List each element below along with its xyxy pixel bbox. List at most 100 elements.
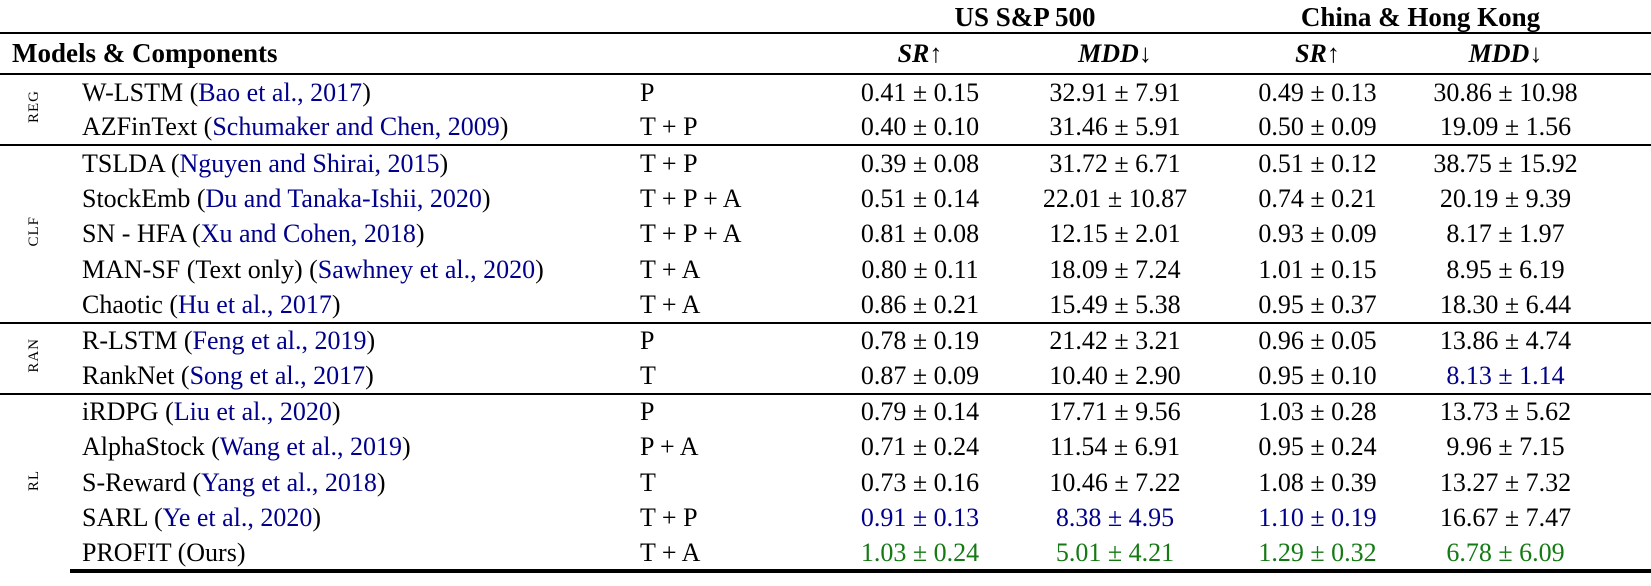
- model-name: W-LSTM (: [82, 77, 199, 107]
- model-name: AlphaStock (: [82, 432, 220, 462]
- us-sr-cell: 0.71 ± 0.24: [860, 432, 980, 462]
- hk-mdd-cell: 8.95 ± 6.19: [1446, 254, 1565, 284]
- market-group-header-row: US S&P 500 China & Hong Kong: [0, 2, 1651, 34]
- hk-mdd-cell: 20.19 ± 9.39: [1439, 183, 1572, 213]
- paren-close: ): [415, 219, 425, 249]
- citation-link[interactable]: Du and Tanaka-Ishii, 2020: [205, 183, 482, 213]
- model-name: RankNet (: [82, 360, 190, 390]
- us-mdd-cell: 15.49 ± 5.38: [1049, 289, 1181, 319]
- components-cell: T + P + A: [640, 183, 742, 213]
- hk-mdd-cell: 13.73 ± 5.62: [1415, 392, 1651, 429]
- model-name: SARL (: [82, 503, 163, 533]
- citation-link[interactable]: Nguyen and Shirai, 2015: [179, 148, 440, 178]
- us-mdd-cell: 17.71 ± 9.56: [1010, 392, 1220, 429]
- us-mdd-cell: 11.54 ± 6.91: [1049, 432, 1181, 462]
- components-cell: T: [640, 467, 656, 497]
- paren-close: ): [331, 397, 341, 427]
- us-sr-cell: 1.03 ± 0.24: [830, 535, 1010, 573]
- us-mdd-cell: 8.38 ± 4.95: [1055, 503, 1175, 533]
- us-mdd-cell: 21.42 ± 3.21: [1010, 321, 1220, 358]
- citation-link[interactable]: Yang et al., 2018: [201, 467, 377, 497]
- china-hongkong-header: China & Hong Kong: [1220, 2, 1651, 34]
- us-sr-cell: 0.78 ± 0.19: [830, 321, 1010, 358]
- hk-mdd-cell: 9.96 ± 7.15: [1446, 432, 1565, 462]
- us-sr-cell: 0.39 ± 0.08: [830, 144, 1010, 181]
- components-header-spacer: [625, 33, 830, 75]
- model-cell: SARL (Ye et al., 2020): [70, 500, 625, 536]
- up-arrow-icon: ↑: [929, 38, 943, 68]
- hk-mdd-cell: 18.30 ± 6.44: [1439, 289, 1572, 319]
- us-sp500-header: US S&P 500: [830, 2, 1220, 34]
- up-arrow-icon: ↑: [1326, 38, 1340, 68]
- citation-link[interactable]: Feng et al., 2019: [192, 326, 367, 356]
- components-cell: T + P: [640, 112, 698, 142]
- model-cell: iRDPG (Liu et al., 2020): [70, 392, 625, 429]
- us-sr-cell: 0.79 ± 0.14: [830, 392, 1010, 429]
- model-name: S-Reward (: [82, 467, 202, 497]
- model-cell: PROFIT (Ours): [70, 535, 625, 573]
- group-label-cell: RAN: [0, 321, 70, 394]
- components-cell: T + A: [640, 289, 701, 319]
- us-sr-cell: 0.81 ± 0.08: [860, 219, 980, 249]
- paren-close: ): [365, 360, 374, 390]
- table-row: RankNet (Song et al., 2017) T 0.87 ± 0.0…: [0, 358, 1651, 394]
- citation-link[interactable]: Song et al., 2017: [189, 360, 366, 390]
- citation-link[interactable]: Xu and Cohen, 2018: [200, 219, 416, 249]
- models-components-header: Models & Components: [0, 33, 625, 75]
- hk-sr-cell: 0.50 ± 0.09: [1258, 112, 1377, 142]
- citation-link[interactable]: Schumaker and Chen, 2009: [212, 112, 500, 142]
- components-cell: T + P: [640, 503, 698, 533]
- model-cell: TSLDA (Nguyen and Shirai, 2015): [70, 144, 625, 181]
- model-cell: RankNet (Song et al., 2017): [70, 358, 625, 394]
- model-name: TSLDA (: [82, 148, 180, 178]
- hk-sr-cell: 0.96 ± 0.05: [1220, 321, 1415, 358]
- hk-sr-cell: 1.01 ± 0.15: [1258, 254, 1377, 284]
- down-arrow-icon: ↓: [1138, 38, 1152, 68]
- us-sr-cell: 0.40 ± 0.10: [860, 112, 980, 142]
- sr-label: SR: [1295, 38, 1327, 68]
- model-cell: AlphaStock (Wang et al., 2019): [70, 429, 625, 465]
- paren-close: ): [312, 503, 322, 533]
- hk-sr-cell: 0.49 ± 0.13: [1258, 77, 1377, 107]
- table-row: CLF TSLDA (Nguyen and Shirai, 2015) T + …: [0, 144, 1651, 323]
- hk-mdd-cell: 8.13 ± 1.14: [1446, 360, 1565, 390]
- citation-link[interactable]: Liu et al., 2020: [173, 397, 332, 427]
- us-mdd-cell: 18.09 ± 7.24: [1049, 254, 1181, 284]
- paren-close: ): [376, 467, 386, 497]
- components-cell: P: [625, 321, 830, 358]
- sr-label: SR: [897, 38, 930, 68]
- components-cell: P: [640, 77, 655, 107]
- citation-link[interactable]: Ye et al., 2020: [162, 503, 313, 533]
- model-name: MAN-SF (Text only) (: [82, 254, 318, 284]
- paren-close: ): [439, 148, 449, 178]
- us-mdd-cell: 5.01 ± 4.21: [1010, 535, 1220, 573]
- hk-sr-cell: 0.95 ± 0.24: [1258, 432, 1377, 462]
- hk-mdd-cell: 16.67 ± 7.47: [1439, 503, 1572, 533]
- model-name: PROFIT (Ours): [82, 537, 246, 567]
- citation-link[interactable]: Wang et al., 2019: [219, 432, 402, 462]
- hk-mdd-cell: 8.17 ± 1.97: [1446, 219, 1565, 249]
- table-row: AZFinText (Schumaker and Chen, 2009) T +…: [0, 110, 1651, 146]
- model-cell: R-LSTM (Feng et al., 2019): [70, 321, 625, 358]
- hk-mdd-cell: 38.75 ± 15.92: [1415, 144, 1651, 181]
- citation-link[interactable]: Sawhney et al., 2020: [317, 254, 536, 284]
- us-sr-cell: 0.91 ± 0.13: [860, 503, 980, 533]
- citation-link[interactable]: Hu et al., 2017: [178, 289, 332, 319]
- paren-close: ): [499, 112, 509, 142]
- paren-close: ): [401, 432, 411, 462]
- mdd-label: MDD: [1468, 38, 1530, 68]
- components-cell: T: [640, 360, 656, 390]
- us-mdd-cell: 32.91 ± 7.91: [1049, 77, 1181, 107]
- model-cell: W-LSTM (Bao et al., 2017): [70, 74, 625, 110]
- table-row: SN - HFA (Xu and Cohen, 2018) T + P + A …: [0, 216, 1651, 252]
- us-mdd-cell: 31.72 ± 6.71: [1010, 144, 1220, 181]
- group-label-cell: REG: [0, 74, 70, 145]
- components-cell: P + A: [640, 432, 699, 462]
- model-name: AZFinText (: [82, 112, 213, 142]
- hk-mdd-header: MDD↓: [1415, 33, 1651, 75]
- paren-close: ): [362, 77, 371, 107]
- paren-close: ): [535, 254, 544, 284]
- citation-link[interactable]: Bao et al., 2017: [198, 77, 363, 107]
- hk-sr-cell: 1.29 ± 0.32: [1220, 535, 1415, 573]
- components-cell: T + P: [625, 144, 830, 181]
